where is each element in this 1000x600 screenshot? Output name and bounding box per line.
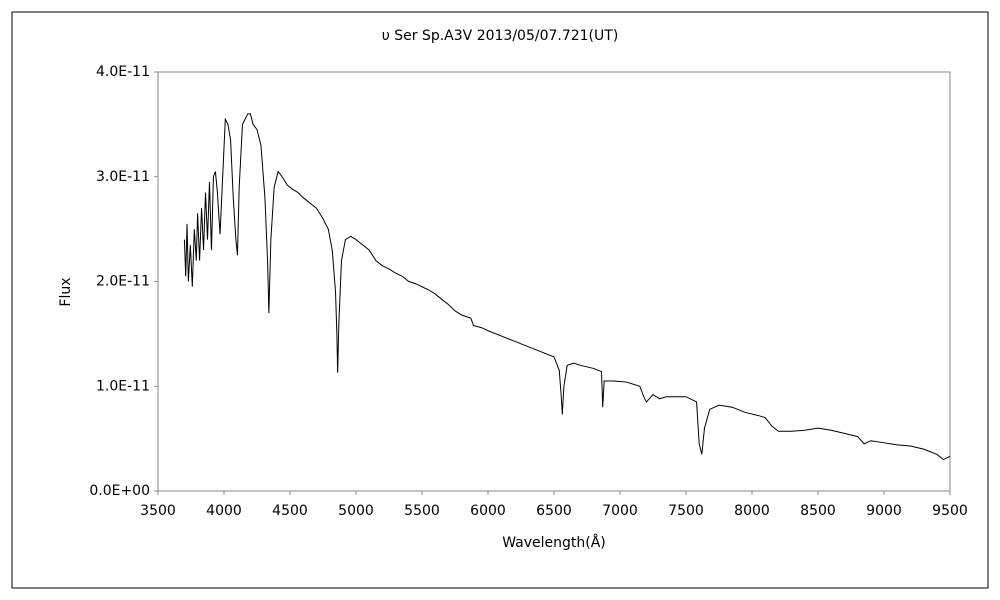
x-tick-label: 5500 — [404, 503, 440, 519]
chart-title: υ Ser Sp.A3V 2013/05/07.721(UT) — [382, 28, 619, 44]
x-tick-label: 6000 — [470, 503, 506, 519]
y-tick-label: 3.0E-11 — [96, 169, 150, 185]
y-tick-label: 2.0E-11 — [96, 274, 150, 290]
x-tick-label: 9500 — [932, 503, 968, 519]
y-tick-label: 1.0E-11 — [96, 378, 150, 394]
x-tick-label: 8000 — [734, 503, 770, 519]
x-tick-label: 7500 — [668, 503, 704, 519]
x-axis-label: Wavelength(Å) — [502, 534, 606, 551]
x-tick-label: 6500 — [536, 503, 572, 519]
x-tick-label: 7000 — [602, 503, 638, 519]
spectrum-line — [183, 113, 951, 461]
x-tick-label: 4000 — [206, 503, 242, 519]
x-tick-label: 3500 — [140, 503, 176, 519]
x-tick-label: 8500 — [800, 503, 836, 519]
x-tick-label: 9000 — [866, 503, 902, 519]
x-tick-label: 5000 — [338, 503, 374, 519]
y-tick-label: 0.0E+00 — [89, 483, 150, 499]
chart-frame — [11, 11, 989, 589]
y-tick-label: 4.0E-11 — [96, 64, 150, 80]
y-axis-label: Flux — [58, 277, 74, 306]
x-tick-label: 4500 — [272, 503, 308, 519]
